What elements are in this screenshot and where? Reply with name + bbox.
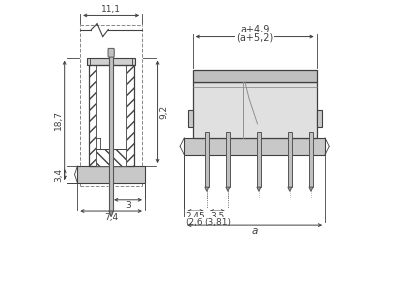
- Polygon shape: [288, 187, 292, 191]
- FancyBboxPatch shape: [108, 49, 114, 57]
- Text: (3,81): (3,81): [204, 218, 231, 227]
- Text: 3,5: 3,5: [210, 212, 224, 221]
- Bar: [96, 65, 126, 166]
- Text: (2,6): (2,6): [185, 218, 206, 227]
- Polygon shape: [205, 187, 209, 191]
- Bar: [87, 58, 135, 65]
- Polygon shape: [226, 187, 230, 191]
- Bar: [193, 82, 317, 138]
- Polygon shape: [309, 187, 313, 191]
- Bar: [288, 132, 292, 187]
- Text: 2,45: 2,45: [186, 212, 206, 221]
- Text: (a+5,2): (a+5,2): [236, 33, 273, 43]
- Bar: [257, 132, 261, 187]
- Bar: [184, 138, 325, 155]
- Bar: [89, 65, 134, 166]
- Text: 3: 3: [125, 201, 131, 210]
- Bar: [96, 149, 126, 166]
- Polygon shape: [257, 187, 261, 191]
- Text: a+4,9: a+4,9: [240, 24, 269, 34]
- Bar: [78, 166, 145, 183]
- Text: 9,2: 9,2: [159, 105, 168, 119]
- Bar: [226, 132, 230, 187]
- Bar: [205, 132, 209, 187]
- Text: 18,7: 18,7: [54, 110, 63, 130]
- Text: a: a: [251, 226, 258, 236]
- Text: 7,4: 7,4: [104, 213, 118, 222]
- Bar: [188, 110, 193, 127]
- Bar: [126, 65, 134, 166]
- Bar: [109, 51, 113, 211]
- Bar: [193, 70, 317, 82]
- Bar: [317, 110, 322, 127]
- Bar: [309, 132, 313, 187]
- Polygon shape: [109, 211, 113, 217]
- Text: 11,1: 11,1: [101, 5, 121, 14]
- Bar: [89, 65, 96, 166]
- Text: 3,4: 3,4: [54, 167, 63, 181]
